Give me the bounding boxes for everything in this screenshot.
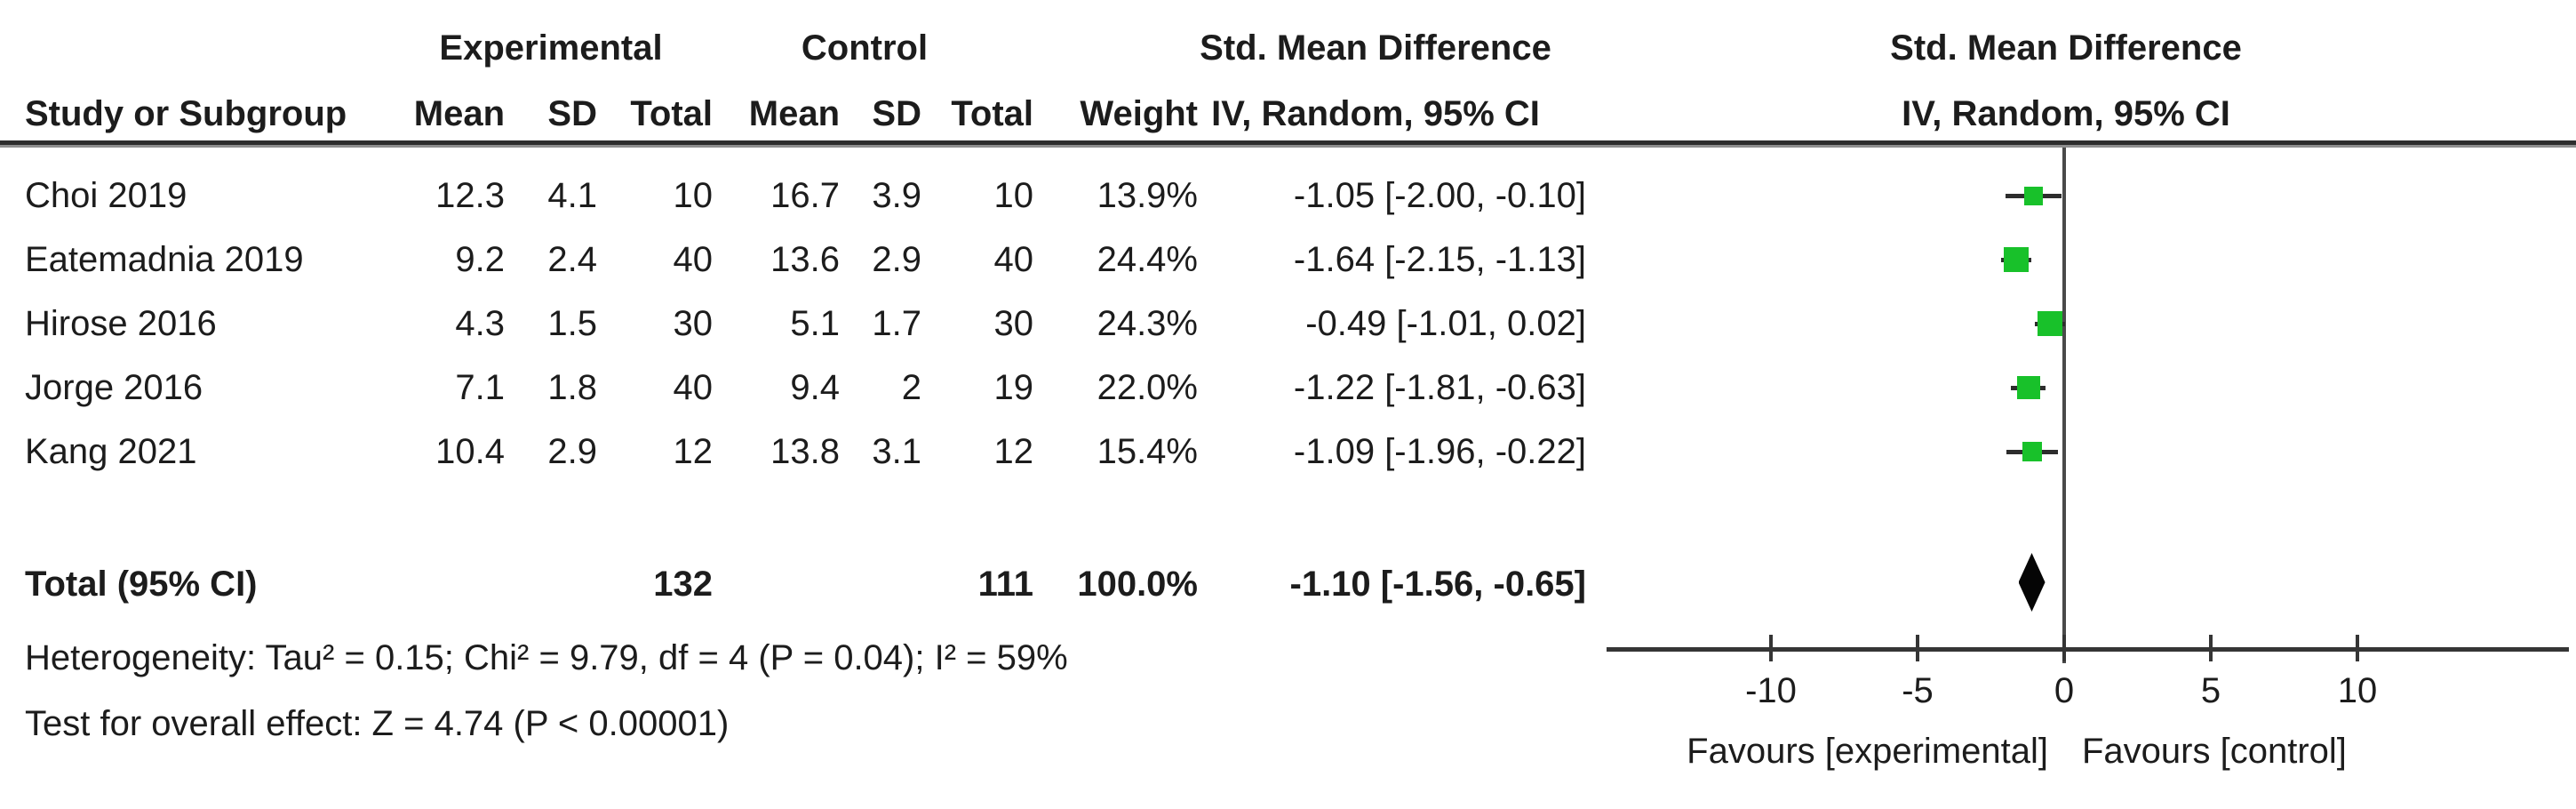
study-cell: Kang 2021 [25,432,197,471]
column-header-sd-experimental: SD [547,94,597,133]
study-marker-square [2022,442,2043,461]
group-header-smd-right: Std. Mean Difference [1890,28,2242,68]
sd-c-cell: 2 [901,368,921,407]
mean-e-cell: 12.3 [435,176,505,215]
column-header-ci-right: IV, Random, 95% CI [1902,94,2230,133]
sd-c-cell: 3.9 [872,176,921,215]
column-header-sd-control: SD [872,94,921,133]
total-e-cell: 12 [673,432,714,471]
axis-tick-label: 10 [2337,671,2378,710]
sd-e-cell: 4.1 [547,176,597,215]
header-separator-light [0,145,2576,148]
total-e-cell: 10 [673,176,714,215]
sd-c-cell: 3.1 [872,432,921,471]
axis-tick [2209,635,2213,661]
ci-cell: -0.49 [-1.01, 0.02] [1305,304,1586,343]
heterogeneity-note: Heterogeneity: Tau² = 0.15; Chi² = 9.79,… [25,638,1068,677]
header-separator-dark [0,140,2576,145]
weight-cell: 15.4% [1097,432,1198,471]
total-c-cell: 12 [993,432,1034,471]
ci-cell: -1.22 [-1.81, -0.63] [1293,368,1586,407]
ci-cell: -1.64 [-2.15, -1.13] [1293,240,1586,279]
group-header-smd-left: Std. Mean Difference [1200,28,1551,68]
axis-tick [2356,635,2359,661]
overall-effect-note: Test for overall effect: Z = 4.74 (P < 0… [25,704,730,743]
axis-tick [2062,635,2066,661]
column-header-total-control: Total [951,94,1033,133]
column-header-ci-left: IV, Random, 95% CI [1211,94,1540,133]
sd-e-cell: 1.5 [547,304,597,343]
total-row-ci: -1.10 [-1.56, -0.65] [1289,565,1587,604]
study-marker-square [2003,247,2029,272]
total-row-label: Total (95% CI) [25,565,258,604]
total-c-cell: 10 [993,176,1034,215]
mean-e-cell: 10.4 [435,432,505,471]
study-marker-square [2016,376,2040,399]
weight-cell: 24.4% [1097,240,1198,279]
weight-cell: 22.0% [1097,368,1198,407]
column-header-mean-control: Mean [748,94,840,133]
group-header-control: Control [801,28,929,68]
sd-e-cell: 2.4 [547,240,597,279]
total-e-cell: 40 [673,240,714,279]
total-row-total-control: 111 [977,565,1033,604]
sd-c-cell: 1.7 [872,304,921,343]
column-header-total-experimental: Total [630,94,713,133]
x-axis [1607,647,2569,652]
axis-tick-label: -10 [1745,671,1797,710]
mean-c-cell: 16.7 [770,176,840,215]
mean-c-cell: 13.6 [770,240,840,279]
ci-cell: -1.05 [-2.00, -0.10] [1293,176,1586,215]
study-cell: Jorge 2016 [25,368,203,407]
total-diamond [2018,553,2046,612]
mean-c-cell: 9.4 [790,368,840,407]
axis-tick-label: 5 [2200,671,2221,710]
total-row-total-experimental: 132 [653,565,713,604]
group-header-experimental: Experimental [439,28,663,68]
mean-c-cell: 13.8 [770,432,840,471]
study-cell: Hirose 2016 [25,304,217,343]
weight-cell: 24.3% [1097,304,1198,343]
total-e-cell: 30 [673,304,714,343]
sd-e-cell: 1.8 [547,368,597,407]
total-row-weight: 100.0% [1077,565,1198,604]
study-marker-square [2023,186,2043,205]
mean-e-cell: 7.1 [455,368,505,407]
sd-e-cell: 2.9 [547,432,597,471]
total-c-cell: 40 [993,240,1034,279]
sd-c-cell: 2.9 [872,240,921,279]
mean-e-cell: 4.3 [455,304,505,343]
column-header-mean-experimental: Mean [413,94,505,133]
column-header-weight: Weight [1080,94,1198,133]
axis-tick-label: -5 [1902,671,1934,710]
total-e-cell: 40 [673,368,714,407]
study-cell: Choi 2019 [25,176,187,215]
study-cell: Eatemadnia 2019 [25,240,304,279]
mean-e-cell: 9.2 [455,240,505,279]
axis-tick-label: 0 [2054,671,2075,710]
total-c-cell: 19 [993,368,1034,407]
total-c-cell: 30 [993,304,1034,343]
zero-effect-line [2062,148,2066,663]
ci-cell: -1.09 [-1.96, -0.22] [1293,432,1586,471]
favours-right-label: Favours [control] [2082,732,2347,771]
favours-left-label: Favours [experimental] [1687,732,2048,771]
column-header-study: Study or Subgroup [25,94,347,133]
axis-tick [1916,635,1919,661]
forest-plot-area: Std. Mean Difference IV, Random, 95% CI … [1599,0,2576,809]
axis-tick [1769,635,1773,661]
mean-c-cell: 5.1 [790,304,840,343]
weight-cell: 13.9% [1097,176,1198,215]
study-marker-square [2037,311,2062,336]
